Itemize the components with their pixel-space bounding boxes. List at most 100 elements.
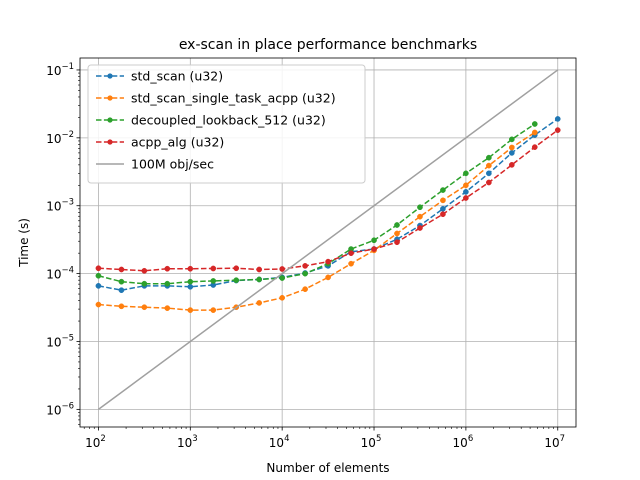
legend-marker <box>107 95 113 101</box>
y-tick-label: 10−3 <box>46 198 74 214</box>
data-point <box>95 301 102 308</box>
data-point <box>187 265 194 272</box>
legend-item: acpp_alg (u32) <box>96 135 224 150</box>
data-point <box>118 266 125 273</box>
data-point <box>164 305 171 311</box>
legend-item: decoupled_lookback_512 (u32) <box>96 113 326 128</box>
series-1 <box>95 129 538 313</box>
data-point <box>210 265 217 272</box>
data-point <box>302 286 308 293</box>
y-tick-label: 10−5 <box>46 333 74 349</box>
data-point <box>394 230 400 237</box>
data-point <box>233 277 240 284</box>
data-point <box>508 150 515 156</box>
data-point <box>486 162 492 169</box>
data-point <box>486 179 492 186</box>
chart-title: ex-scan in place performance benchmarks <box>179 37 477 53</box>
plot-frame <box>79 57 577 428</box>
legend-label: acpp_alg (u32) <box>131 135 224 150</box>
y-axis-title: Time (s) <box>17 218 31 268</box>
data-point <box>508 136 515 143</box>
data-point <box>463 182 469 189</box>
data-point <box>531 129 538 136</box>
data-point <box>531 144 538 150</box>
y-tick-label: 10−1 <box>46 62 74 78</box>
legend-marker <box>107 139 113 145</box>
legend-marker <box>107 73 113 79</box>
series-line <box>98 131 536 311</box>
data-point <box>187 283 194 290</box>
data-point <box>348 250 354 257</box>
data-point <box>279 275 286 281</box>
data-point <box>348 260 354 267</box>
data-point <box>279 266 286 272</box>
legend-item: 100M obj/sec <box>96 157 214 172</box>
legend-label: 100M obj/sec <box>131 157 214 172</box>
data-point <box>554 127 561 133</box>
data-point <box>302 263 308 269</box>
legend-label: std_scan_single_task_acpp (u32) <box>131 91 336 106</box>
data-point <box>118 303 125 310</box>
data-point <box>187 307 194 313</box>
x-tick-label: 105 <box>361 434 382 450</box>
data-point <box>463 195 469 201</box>
data-point <box>256 266 263 273</box>
data-point <box>256 300 263 306</box>
x-tick-label: 104 <box>269 434 290 450</box>
x-tick-label: 102 <box>85 434 106 450</box>
data-point <box>187 278 194 285</box>
data-point <box>95 265 102 272</box>
series-layer <box>95 69 561 410</box>
data-point <box>141 267 148 274</box>
y-tick-label: 10−4 <box>46 266 74 282</box>
y-tick-label: 10−6 <box>46 401 74 417</box>
legend-item: std_scan (u32) <box>96 69 223 84</box>
data-point <box>394 239 400 246</box>
data-point <box>508 162 515 168</box>
data-point <box>440 211 446 218</box>
data-point <box>118 287 125 294</box>
data-point <box>417 213 423 220</box>
data-point <box>394 222 400 228</box>
data-point <box>486 170 492 177</box>
series-line <box>98 123 536 285</box>
data-point <box>371 237 377 244</box>
data-point <box>531 121 538 127</box>
data-point <box>440 197 446 204</box>
legend-label: std_scan (u32) <box>131 69 223 84</box>
x-tick-label: 103 <box>177 434 198 450</box>
data-point <box>463 189 469 195</box>
data-point <box>233 265 240 272</box>
axis-ticks: 102 103 104 105 106 107 10−6 10−5 10−4 10−3 10−2 10… <box>46 62 565 450</box>
data-point <box>95 283 102 289</box>
data-point <box>440 187 446 193</box>
data-point <box>371 246 377 252</box>
legend: std_scan (u32) std_scan_single_task_acpp … <box>87 64 366 184</box>
data-point <box>164 280 171 287</box>
data-point <box>118 278 125 285</box>
data-point <box>210 307 217 313</box>
x-tick-label: 106 <box>453 434 474 450</box>
data-point <box>279 294 286 301</box>
data-point <box>210 278 217 284</box>
data-point <box>325 258 331 265</box>
data-point <box>554 116 561 122</box>
x-tick-label: 107 <box>544 434 565 450</box>
data-point <box>417 204 423 211</box>
legend-item: std_scan_single_task_acpp (u32) <box>96 91 336 106</box>
data-point <box>141 304 148 311</box>
data-point <box>164 265 171 272</box>
data-point <box>508 144 515 151</box>
legend-label: decoupled_lookback_512 (u32) <box>131 113 326 128</box>
data-point <box>440 205 446 212</box>
series-4 <box>97 69 559 410</box>
series-3 <box>95 127 561 274</box>
data-point <box>417 225 423 231</box>
data-point <box>325 274 331 281</box>
data-point <box>463 170 469 177</box>
legend-marker <box>107 117 113 123</box>
legend-box <box>87 64 366 184</box>
y-tick-label: 10−2 <box>46 130 74 146</box>
data-point <box>95 272 102 279</box>
